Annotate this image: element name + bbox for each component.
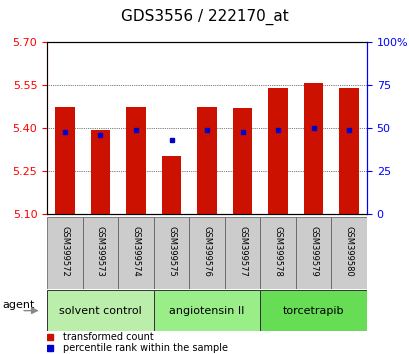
Text: GSM399576: GSM399576 <box>202 226 211 277</box>
Bar <box>47 290 153 331</box>
Bar <box>55 107 74 214</box>
Bar <box>153 290 260 331</box>
Bar <box>295 217 330 289</box>
Text: GSM399575: GSM399575 <box>166 226 175 277</box>
Bar <box>189 217 224 289</box>
Text: GSM399579: GSM399579 <box>308 226 317 277</box>
Bar <box>90 130 110 214</box>
Text: GSM399577: GSM399577 <box>238 226 247 277</box>
Bar <box>232 108 252 214</box>
Text: GSM399578: GSM399578 <box>273 226 282 277</box>
Text: GSM399580: GSM399580 <box>344 226 353 277</box>
Text: agent: agent <box>2 299 35 309</box>
Bar <box>339 88 358 214</box>
Bar <box>118 217 153 289</box>
Bar <box>260 290 366 331</box>
Text: GSM399573: GSM399573 <box>96 226 105 277</box>
Bar <box>161 155 181 214</box>
Bar <box>153 217 189 289</box>
Text: percentile rank within the sample: percentile rank within the sample <box>63 343 227 353</box>
Text: GDS3556 / 222170_at: GDS3556 / 222170_at <box>121 8 288 25</box>
Bar <box>330 217 366 289</box>
Bar <box>267 88 287 214</box>
Bar <box>197 107 216 214</box>
Bar <box>303 82 323 214</box>
Bar <box>260 217 295 289</box>
Bar <box>47 217 83 289</box>
Text: GSM399572: GSM399572 <box>60 226 69 277</box>
Text: transformed count: transformed count <box>63 332 153 342</box>
Text: angiotensin II: angiotensin II <box>169 306 244 316</box>
Text: torcetrapib: torcetrapib <box>282 306 344 316</box>
Bar <box>83 217 118 289</box>
Bar <box>126 107 146 214</box>
Text: GSM399574: GSM399574 <box>131 226 140 277</box>
Bar <box>224 217 260 289</box>
Text: solvent control: solvent control <box>59 306 142 316</box>
